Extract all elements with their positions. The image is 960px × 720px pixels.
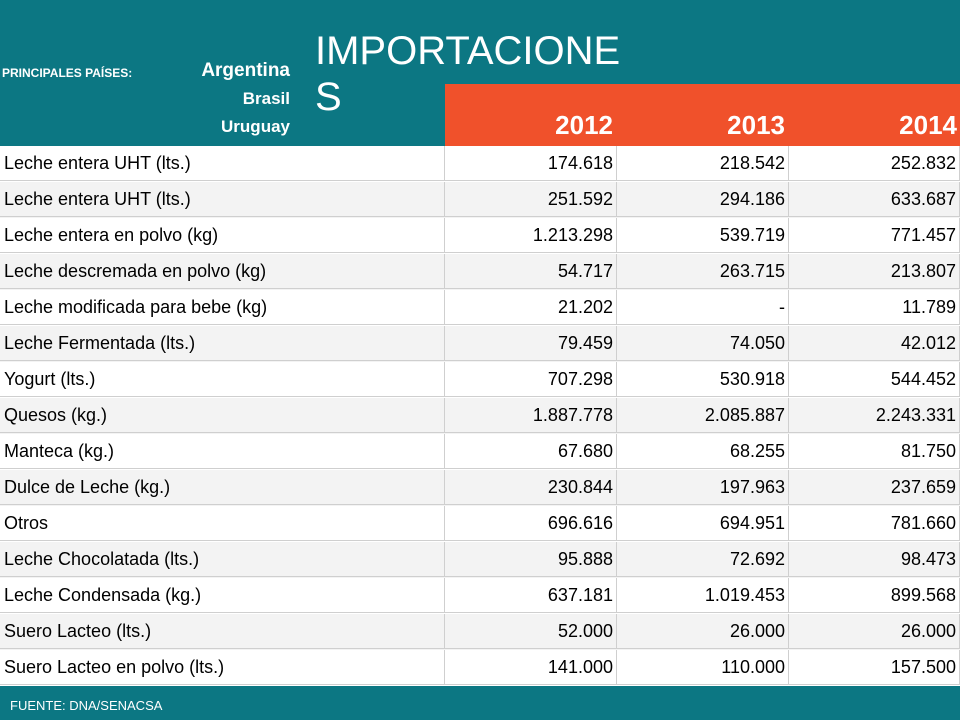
row-label: Manteca (kg.) bbox=[0, 434, 445, 469]
row-label: Yogurt (lts.) bbox=[0, 362, 445, 397]
cell-value: 21.202 bbox=[445, 290, 617, 325]
cell-value: 899.568 bbox=[789, 578, 960, 613]
table-row: Suero Lacteo en polvo (lts.) 141.000 110.0… bbox=[0, 650, 960, 686]
row-label: Leche Condensada (kg.) bbox=[0, 578, 445, 613]
cell-value: 694.951 bbox=[617, 506, 789, 541]
cell-value: 237.659 bbox=[789, 470, 960, 505]
title: IMPORTACIONES bbox=[315, 29, 621, 119]
row-label: Suero Lacteo en polvo (lts.) bbox=[0, 650, 445, 685]
cell-value: 141.000 bbox=[445, 650, 617, 685]
country: Argentina bbox=[201, 60, 290, 81]
row-label: Dulce de Leche (kg.) bbox=[0, 470, 445, 505]
row-label: Leche Fermentada (lts.) bbox=[0, 326, 445, 361]
row-label: Leche descremada en polvo (kg) bbox=[0, 254, 445, 289]
cell-value: 81.750 bbox=[789, 434, 960, 469]
cell-value: 42.012 bbox=[789, 326, 960, 361]
cell-value: 54.717 bbox=[445, 254, 617, 289]
cell-value: 174.618 bbox=[445, 146, 617, 181]
table-row: Suero Lacteo (lts.) 52.000 26.000 26.000 bbox=[0, 614, 960, 650]
cell-value: 781.660 bbox=[789, 506, 960, 541]
table-row: Otros 696.616 694.951 781.660 bbox=[0, 506, 960, 542]
cell-value: 26.000 bbox=[789, 614, 960, 649]
country: Uruguay bbox=[221, 117, 290, 136]
cell-value: 707.298 bbox=[445, 362, 617, 397]
cell-value: 637.181 bbox=[445, 578, 617, 613]
cell-value: 771.457 bbox=[789, 218, 960, 253]
table-row: Leche Chocolatada (lts.) 95.888 72.692 98.4… bbox=[0, 542, 960, 578]
cell-value: 294.186 bbox=[617, 182, 789, 217]
source: FUENTE: DNA/SENACSA bbox=[10, 698, 163, 713]
cell-value: - bbox=[617, 290, 789, 325]
table-row: Leche Condensada (kg.) 637.181 1.019.453 89… bbox=[0, 578, 960, 614]
cell-value: 213.807 bbox=[789, 254, 960, 289]
year-header: 2012 bbox=[555, 110, 613, 140]
cell-value: 98.473 bbox=[789, 542, 960, 577]
cell-value: 197.963 bbox=[617, 470, 789, 505]
cell-value: 252.832 bbox=[789, 146, 960, 181]
table-row: Leche entera en polvo (kg) 1.213.298 539.7… bbox=[0, 218, 960, 254]
countries-label: PRINCIPALES PAÍSES: bbox=[2, 66, 133, 80]
table-row: Leche descremada en polvo (kg) 54.717 263.… bbox=[0, 254, 960, 290]
table-row: Leche modificada para bebe (kg) 21.202-11… bbox=[0, 290, 960, 326]
cell-value: 230.844 bbox=[445, 470, 617, 505]
cell-value: 11.789 bbox=[789, 290, 960, 325]
cell-value: 544.452 bbox=[789, 362, 960, 397]
table-row: Leche entera UHT (lts.) 174.618 218.542 252… bbox=[0, 146, 960, 182]
row-label: Quesos (kg.) bbox=[0, 398, 445, 433]
cell-value: 74.050 bbox=[617, 326, 789, 361]
country: Brasil bbox=[242, 89, 290, 108]
year-header: 2013 bbox=[727, 110, 785, 140]
cell-value: 263.715 bbox=[617, 254, 789, 289]
cell-value: 157.500 bbox=[789, 650, 960, 685]
cell-value: 79.459 bbox=[445, 326, 617, 361]
row-label: Leche Chocolatada (lts.) bbox=[0, 542, 445, 577]
cell-value: 251.592 bbox=[445, 182, 617, 217]
table-row: Quesos (kg.) 1.887.778 2.085.887 2.243.331 bbox=[0, 398, 960, 434]
cell-value: 95.888 bbox=[445, 542, 617, 577]
cell-value: 26.000 bbox=[617, 614, 789, 649]
year-band bbox=[445, 84, 960, 146]
cell-value: 110.000 bbox=[617, 650, 789, 685]
row-label: Leche entera en polvo (kg) bbox=[0, 218, 445, 253]
cell-value: 67.680 bbox=[445, 434, 617, 469]
table-row: Yogurt (lts.) 707.298 530.918 544.452 bbox=[0, 362, 960, 398]
table-row: Dulce de Leche (kg.) 230.844 197.963 237.65… bbox=[0, 470, 960, 506]
table-row: Manteca (kg.) 67.680 68.255 81.750 bbox=[0, 434, 960, 470]
cell-value: 2.085.887 bbox=[617, 398, 789, 433]
year-header: 2014 bbox=[899, 110, 957, 140]
table-row: Leche entera UHT (lts.) 251.592 294.186 633… bbox=[0, 182, 960, 218]
cell-value: 218.542 bbox=[617, 146, 789, 181]
row-label: Leche modificada para bebe (kg) bbox=[0, 290, 445, 325]
cell-value: 1.019.453 bbox=[617, 578, 789, 613]
cell-value: 633.687 bbox=[789, 182, 960, 217]
cell-value: 696.616 bbox=[445, 506, 617, 541]
cell-value: 1.213.298 bbox=[445, 218, 617, 253]
cell-value: 72.692 bbox=[617, 542, 789, 577]
row-label: Leche entera UHT (lts.) bbox=[0, 182, 445, 217]
cell-value: 2.243.331 bbox=[789, 398, 960, 433]
table-row: Leche Fermentada (lts.) 79.459 74.050 42.01… bbox=[0, 326, 960, 362]
cell-value: 52.000 bbox=[445, 614, 617, 649]
row-label: Leche entera UHT (lts.) bbox=[0, 146, 445, 181]
row-label: Suero Lacteo (lts.) bbox=[0, 614, 445, 649]
cell-value: 530.918 bbox=[617, 362, 789, 397]
row-label: Otros bbox=[0, 506, 445, 541]
cell-value: 1.887.778 bbox=[445, 398, 617, 433]
cell-value: 539.719 bbox=[617, 218, 789, 253]
cell-value: 68.255 bbox=[617, 434, 789, 469]
